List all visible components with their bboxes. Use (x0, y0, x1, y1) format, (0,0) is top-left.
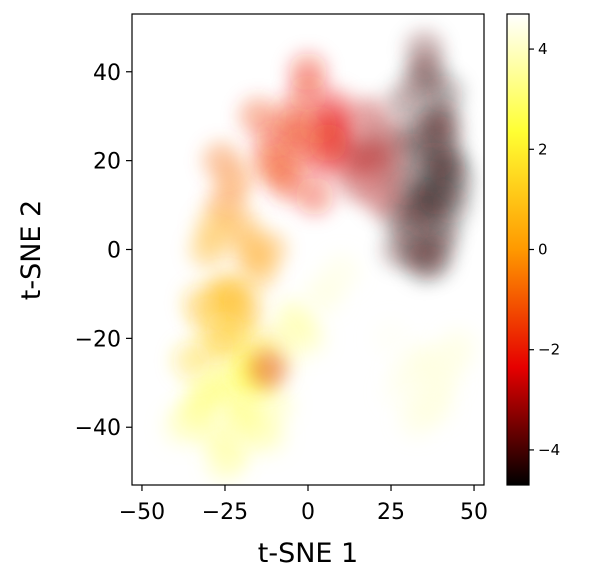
y-tick-label: −40 (75, 416, 121, 441)
data-point (418, 177, 457, 216)
data-point (295, 177, 334, 216)
colorbar-tick-label: 2 (538, 140, 548, 158)
data-point (222, 399, 261, 438)
colorbar-tick-label: 0 (538, 241, 548, 259)
data-point (398, 230, 437, 269)
y-axis-label: t-SNE 2 (16, 200, 47, 301)
colorbar-tick-label: 4 (538, 40, 548, 58)
data-point (196, 208, 235, 247)
data-point (315, 88, 354, 127)
data-point (425, 106, 464, 145)
y-axis: −40 −20 0 20 40 (75, 61, 132, 441)
data-point (398, 399, 437, 438)
y-tick-label: 20 (93, 150, 121, 175)
data-point (308, 123, 347, 162)
x-tick-label: 0 (301, 500, 315, 525)
colorbar-tick-label: −2 (538, 341, 560, 359)
x-tick-label: −50 (119, 500, 165, 525)
point-cluster (162, 354, 294, 482)
data-point (202, 141, 241, 180)
data-point (385, 83, 424, 122)
data-point (408, 363, 447, 402)
colorbar-ticks: −4 −2 0 2 4 (529, 40, 560, 459)
data-point (289, 52, 327, 91)
x-axis-label: t-SNE 1 (258, 538, 359, 569)
y-tick-label: 0 (107, 239, 121, 264)
data-point (365, 119, 404, 158)
data-point (249, 230, 288, 269)
y-tick-label: 40 (93, 61, 121, 86)
point-cluster (378, 30, 474, 282)
colorbar-gradient (507, 14, 529, 485)
point-cluster (372, 319, 477, 438)
data-points (162, 30, 477, 482)
data-point (239, 97, 278, 136)
data-point (415, 141, 454, 180)
data-point (279, 310, 318, 349)
x-axis: −50 −25 0 25 50 (119, 485, 488, 525)
point-cluster (249, 252, 361, 389)
data-point (249, 350, 288, 389)
colorbar-tick-label: −4 (538, 441, 560, 459)
data-point (182, 386, 221, 425)
y-tick-label: −20 (75, 327, 121, 352)
data-point (362, 177, 401, 216)
point-cluster (239, 52, 354, 216)
data-point (205, 443, 244, 482)
x-tick-label: 25 (377, 500, 405, 525)
x-tick-label: 50 (460, 500, 488, 525)
plot-area (131, 13, 485, 486)
data-point (279, 114, 318, 153)
data-point (322, 252, 361, 291)
x-tick-label: −25 (202, 500, 248, 525)
colorbar: −4 −2 0 2 4 (506, 13, 560, 486)
data-point (172, 341, 211, 380)
data-point (209, 274, 248, 313)
data-point (405, 30, 444, 69)
data-point (372, 319, 411, 358)
